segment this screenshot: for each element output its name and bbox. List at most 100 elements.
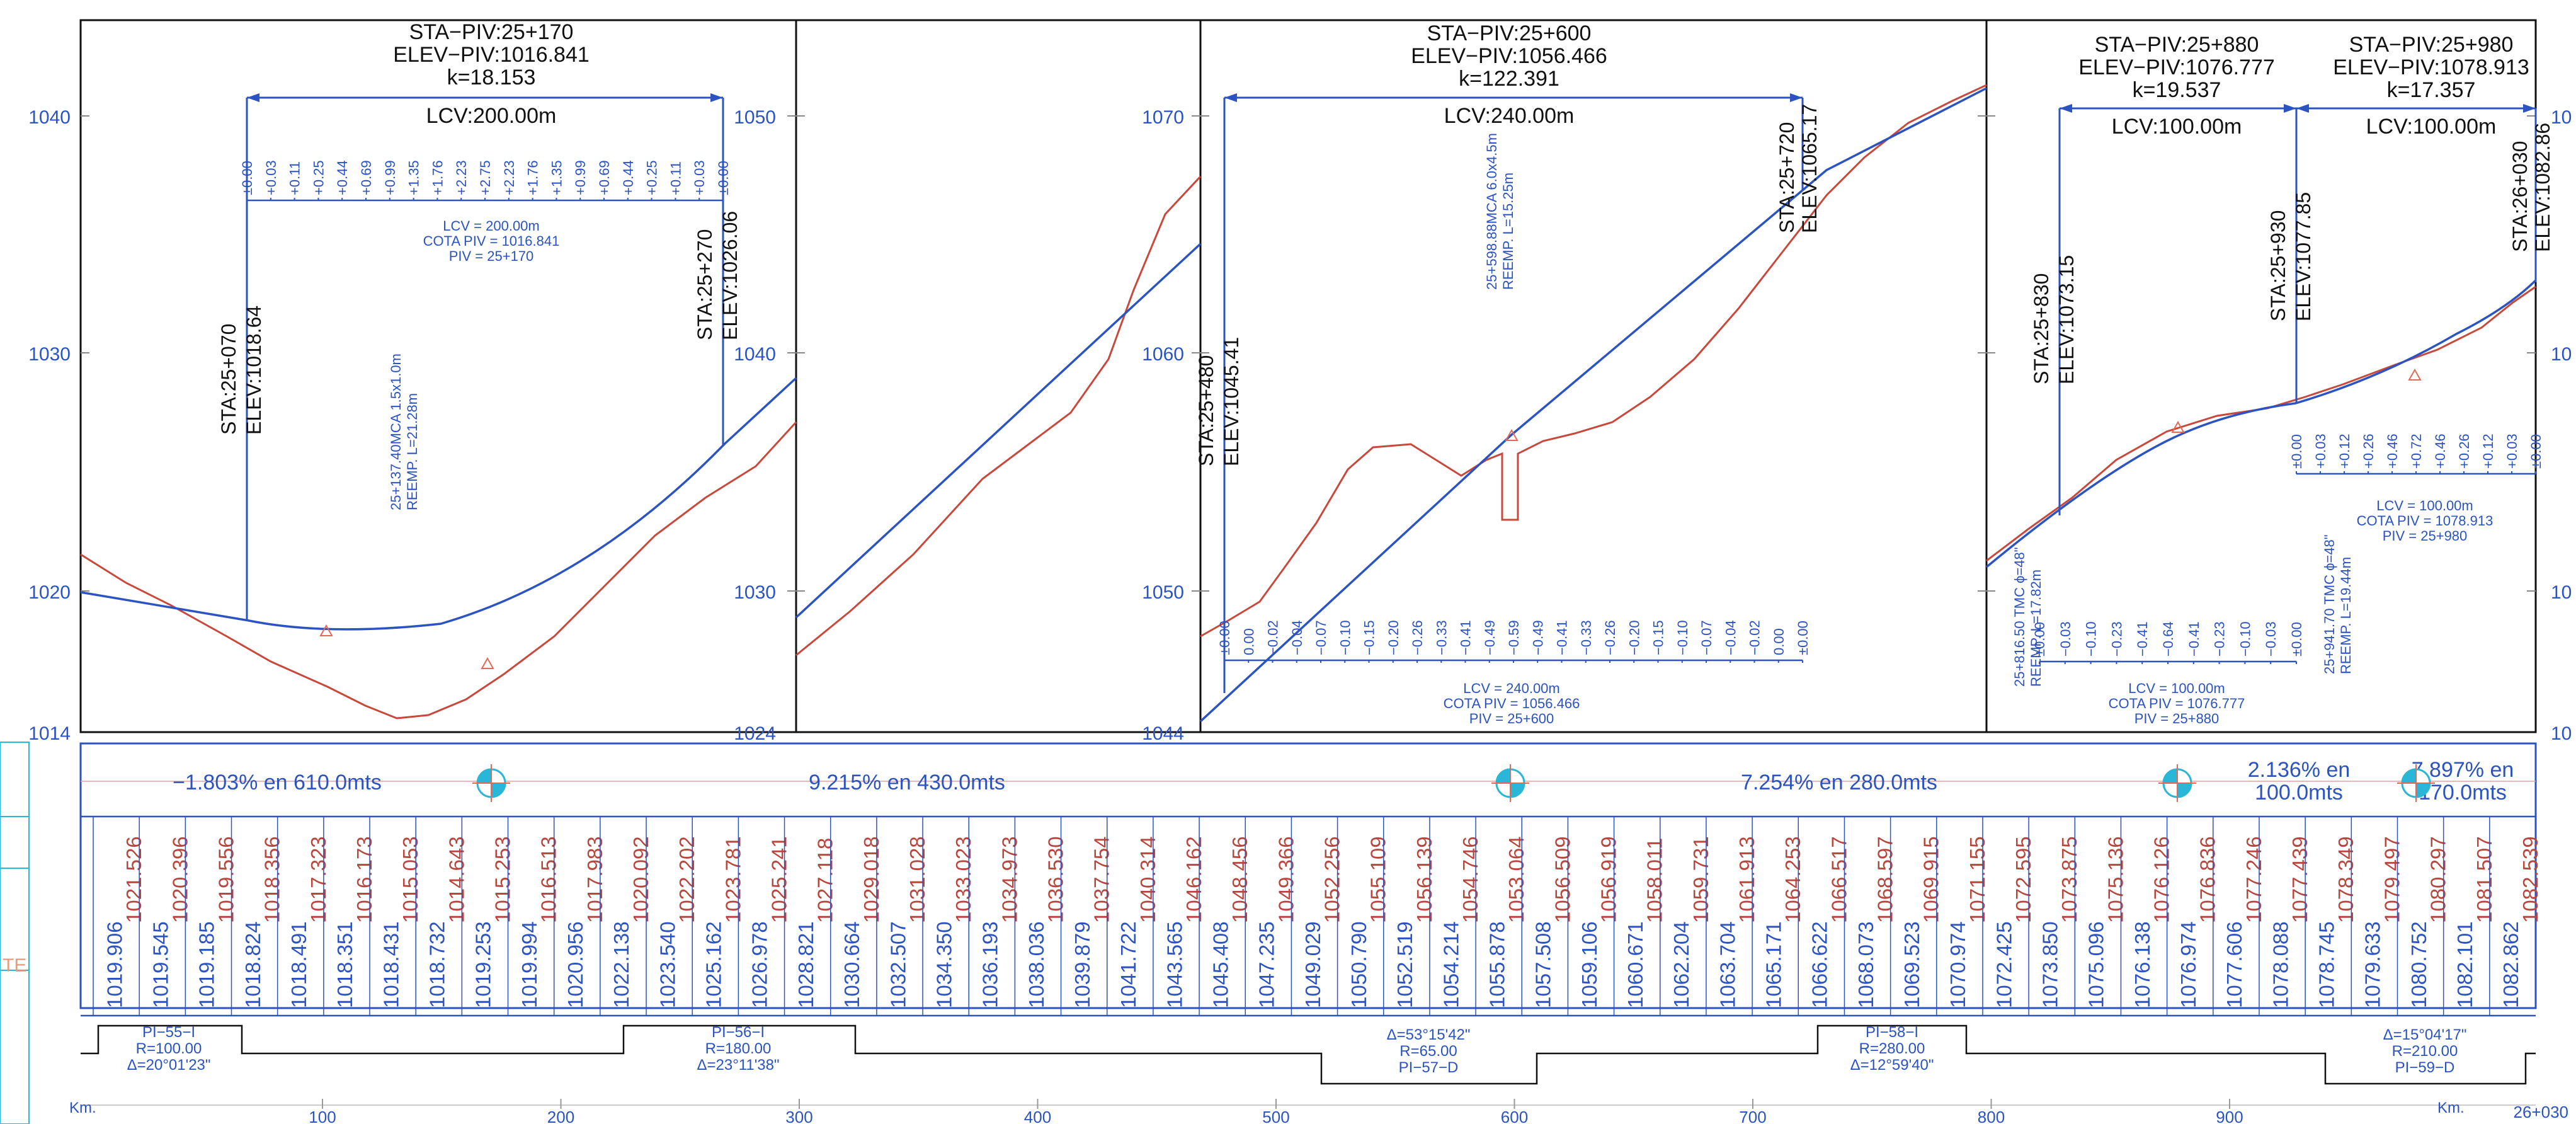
ordinate-value: +0.72 [2408, 433, 2424, 469]
pi-line3: Δ=23°11'38" [697, 1057, 779, 1074]
ordinate-value: +0.69 [596, 160, 612, 195]
ordinate-value: +0.12 [2337, 433, 2352, 469]
ordinate-value: −0.02 [1747, 620, 1763, 655]
piv-elevation: ELEV−PIV:1076.777 [2078, 55, 2275, 79]
y-label-panel4: 10 [2551, 107, 2572, 128]
grade-line-panel1 [80, 377, 797, 631]
ordinate-value: +0.03 [2313, 433, 2328, 469]
ec-station-label: STA:25+270 [693, 229, 716, 340]
cota-rasante-value: 1023.540 [656, 921, 679, 1008]
k-value: k=122.391 [1459, 67, 1559, 91]
arrow-left-icon [1224, 93, 1237, 102]
cota-terreno-value: 1036.530 [1044, 836, 1067, 923]
km-tick-label: 300 [785, 1108, 812, 1124]
y-label-panel3: 1050 [1142, 582, 1184, 603]
ordinate-value: −0.02 [1265, 620, 1281, 655]
ordinate-value: 0.00 [1241, 628, 1257, 655]
cota-terreno-value: 1056.919 [1597, 836, 1621, 923]
cota-terreno-value: 1059.731 [1689, 836, 1713, 923]
cota-rasante-value: 1030.664 [840, 921, 863, 1008]
ordinate-value: ±0.00 [1217, 621, 1233, 655]
cota-rasante-value: 1045.408 [1209, 921, 1232, 1008]
cota-rasante-value: 1077.606 [2223, 921, 2246, 1008]
piv-elevation: ELEV−PIV:1078.913 [2333, 55, 2529, 79]
ec-elevation-label: ELEV:1082.86 [2531, 123, 2554, 252]
lcv-label: LCV:100.00m [2366, 115, 2497, 139]
k-value: k=19.537 [2133, 78, 2221, 102]
piv-station: STA−PIV:25+980 [2349, 33, 2514, 57]
structure-label-line1: 25+941.70 TMC ϕ=48" [2322, 534, 2337, 674]
bc-station-label: STA:25+480 [1195, 355, 1217, 466]
pi-line2: R=210.00 [2392, 1043, 2458, 1060]
cota-rasante-value: 1070.974 [1946, 921, 1969, 1008]
arrow-left-icon [2296, 104, 2309, 113]
cota-rasante-value: 1028.821 [794, 921, 818, 1008]
cota-rasante-value: 1082.101 [2453, 921, 2476, 1008]
ordinate-value: −0.41 [1458, 620, 1474, 655]
cota-rasante-value: 1025.162 [702, 921, 726, 1008]
cota-rasante-value: 1063.704 [1716, 921, 1739, 1008]
ec-station-label: STA:26+030 [2509, 141, 2531, 252]
pi-label-4: PI−58−IR=280.00Δ=12°59'40" [1850, 1024, 1934, 1074]
ordinate-value: −0.59 [1506, 620, 1522, 655]
km-end-label: 26+030 [2514, 1103, 2568, 1121]
grade-line-panel4 [1985, 279, 2537, 568]
y-label-panel3: 1044 [1142, 723, 1184, 744]
lcv-label: LCV:100.00m [2112, 115, 2242, 139]
ordinate-value: +1.35 [406, 160, 422, 195]
cota-terreno-value: 1071.155 [1966, 836, 1989, 923]
ordinate-value: +1.76 [430, 160, 445, 195]
cota-terreno-value: 1034.973 [998, 836, 1021, 923]
km-tick-label: 200 [547, 1108, 574, 1124]
ordinate-value: +0.26 [2361, 433, 2376, 469]
ordinate-value: +0.46 [2432, 433, 2448, 469]
structure-label-line2: REEMP. L=15.25m [1500, 173, 1516, 290]
grade-profile [80, 87, 2537, 723]
ordinate-value: +0.25 [644, 160, 660, 195]
grade-line-panel2 [795, 243, 1202, 619]
cota-terreno-value: 1016.173 [353, 836, 376, 923]
km-tick-label: 900 [2216, 1108, 2243, 1124]
cota-rasante-value: 1076.138 [2131, 921, 2154, 1008]
pi-line3: Δ=20°01'23" [127, 1057, 211, 1074]
cota-terreno-value: 1049.366 [1274, 836, 1297, 923]
cota-terreno-value: 1080.297 [2427, 836, 2450, 923]
structure-label-line2: REEMP. L=17.82m [2028, 570, 2044, 687]
structure-label-line2: REEMP. L=19.44m [2338, 557, 2354, 674]
ec-station-label: STA:25+930 [2267, 210, 2289, 321]
cota-rasante-value: 1080.752 [2407, 921, 2431, 1008]
cota-rasante-value: 1072.425 [1992, 921, 2015, 1008]
curve-note: COTA PIV = 1076.777 [2109, 696, 2245, 711]
ordinate-value: ±0.00 [715, 161, 731, 195]
cota-terreno-value: 1058.011 [1643, 838, 1667, 923]
cota-terreno-value: 1020.092 [629, 836, 653, 923]
cota-rasante-value: 1019.994 [518, 921, 541, 1008]
cota-terreno-value: 1037.754 [1090, 836, 1114, 923]
ordinate-value: −0.26 [1410, 620, 1425, 655]
terrain-line-panel2 [795, 175, 1202, 657]
km-tick-label: 400 [1024, 1108, 1051, 1124]
y-label-panel4: 10 [2551, 582, 2572, 603]
cota-terreno-value: 1056.509 [1551, 836, 1574, 923]
cota-terreno-value: 1078.349 [2334, 836, 2357, 923]
piv-marker-icon [2397, 764, 2435, 802]
data-band-frame [79, 742, 2537, 1009]
structure-note-2: 25+598.88MCA 6.0x4.5m REEMP. L=15.25m [1484, 133, 1516, 290]
cota-terreno-value: 1017.323 [307, 836, 330, 923]
curve-note: LCV = 240.00m [1463, 680, 1559, 696]
cota-rasante-value: 1020.956 [564, 921, 587, 1008]
cota-rasante-value: 1069.523 [1900, 921, 1923, 1008]
terrain-marker-icon [481, 657, 494, 669]
vertical-curve-2: STA−PIV:25+600ELEV−PIV:1056.466k=122.391… [1195, 21, 1821, 726]
cota-terreno-value: 1018.356 [261, 836, 284, 923]
structure-notes: 25+137.40MCA 1.5x1.0m REEMP. L=21.28m 25+5… [319, 133, 2422, 687]
pi-line1: PI−56−I [712, 1024, 765, 1041]
structure-label-line1: 25+598.88MCA 6.0x4.5m [1484, 133, 1500, 290]
cota-terreno-value: 1027.118 [814, 838, 837, 923]
cota-terreno-value: 1076.126 [2150, 836, 2174, 923]
cota-rasante-value: 1018.824 [241, 921, 265, 1008]
km-tick-label: 700 [1739, 1108, 1766, 1124]
ec-elevation-label: ELEV:1077.85 [2292, 192, 2315, 321]
cota-terreno-value: 1077.246 [2242, 836, 2265, 923]
